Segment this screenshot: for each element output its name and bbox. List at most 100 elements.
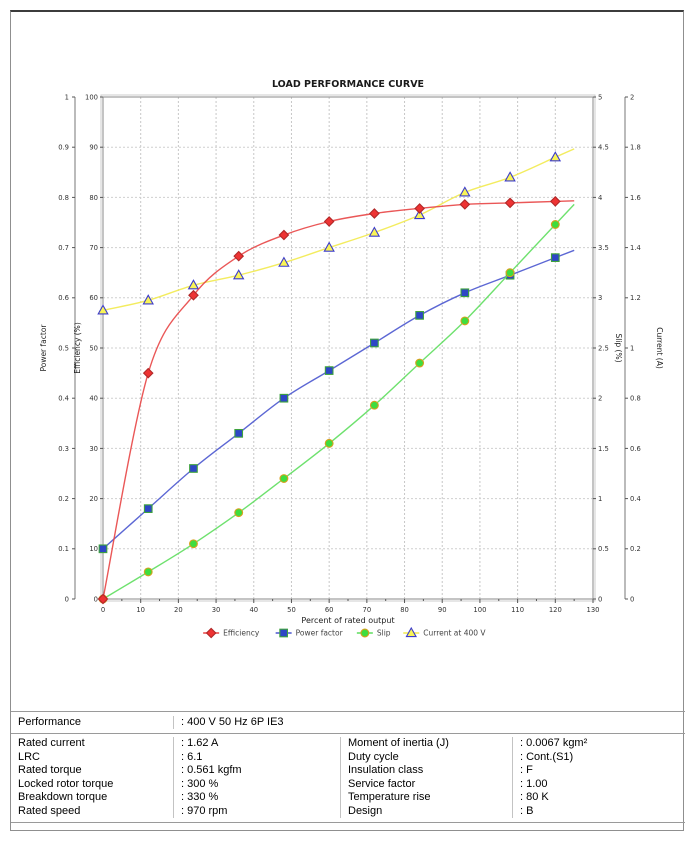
table-label: Insulation class: [340, 764, 512, 778]
table-label: Rated speed: [18, 804, 81, 817]
axis-tick-label: 30: [89, 445, 98, 453]
axis-tick-label: 4.5: [598, 144, 609, 152]
triangle-marker: [413, 208, 426, 220]
axis-tick-label: 3: [598, 294, 602, 302]
axis-tick-label: 0.4: [58, 395, 69, 403]
table-value: : 1.00: [512, 777, 685, 791]
axis-tick-label: 0: [630, 595, 634, 603]
table-row-performance: Performance : 400 V 50 Hz 6P IE3: [11, 711, 685, 734]
square-marker: [98, 544, 108, 554]
circle-marker: [234, 508, 244, 518]
table-label: Breakdown torque: [18, 791, 108, 803]
table-value: : 6.1: [173, 750, 340, 764]
square-marker: [460, 288, 470, 298]
table-value: : 330 %: [173, 791, 340, 805]
table-label: Moment of inertia (J): [340, 737, 512, 751]
table-label: LRC: [18, 750, 41, 763]
axis-tick-label: 0.6: [630, 445, 641, 453]
legend-label: Current at 400 V: [423, 629, 486, 638]
axis-tick-label: 0.9: [58, 144, 69, 152]
axis-tick-label: 0.5: [598, 545, 609, 553]
series-efficiency: [97, 196, 575, 605]
triangle-marker: [278, 256, 290, 267]
square-marker: [234, 428, 244, 438]
axis-tick-label: 3.5: [598, 244, 609, 252]
axis-tick-label: 0.8: [630, 395, 641, 403]
axis-tick-label: 10: [89, 545, 98, 553]
triangle-marker: [323, 241, 335, 252]
table-label: Rated torque: [18, 764, 82, 776]
performance-value: : 400 V 50 Hz 6P IE3: [173, 715, 512, 730]
circle-marker: [369, 400, 379, 410]
axis-title: Efficiency (%): [73, 322, 82, 374]
axis-tick-label: 0.4: [630, 495, 641, 503]
axis-tick-label: 20: [174, 606, 183, 614]
series-line: [102, 203, 575, 600]
diamond-marker: [414, 203, 425, 214]
performance-label: Performance: [18, 715, 81, 728]
circle-marker: [189, 539, 198, 549]
axis-tick-label: 1.8: [630, 144, 641, 152]
triangle-marker: [97, 304, 109, 315]
axis-tick-label: 1.4: [630, 244, 641, 252]
triangle-marker: [142, 294, 154, 305]
circle-marker: [415, 358, 425, 368]
grid: [103, 97, 593, 599]
table-body: Rated current: 1.62 A Moment of inertia (…: [11, 734, 685, 823]
axis-tick-label: 130: [587, 606, 600, 614]
table-label: Service factor: [340, 777, 512, 791]
circle-marker: [505, 268, 515, 278]
triangle-marker: [232, 269, 245, 280]
axis-tick-label: 0.8: [58, 194, 69, 202]
table-label: Temperature rise: [340, 791, 512, 805]
axis-tick-label: 2: [630, 93, 634, 101]
triangle-marker: [459, 186, 471, 197]
diamond-marker: [142, 367, 154, 379]
axis-tick-label: 60: [89, 294, 98, 302]
circle-marker: [324, 438, 334, 448]
diamond-marker: [205, 627, 217, 639]
axis-tick-label: 0: [65, 595, 69, 603]
series-line: [102, 200, 575, 600]
current-axis: 0 0.2 0.4 0.6 0.8 1 1.2 1.4 1.6 1.8 2 Current (A): [624, 93, 664, 603]
diamond-marker: [459, 199, 471, 210]
table-value: : 970 rpm: [173, 804, 340, 818]
axis-tick-label: 1.5: [598, 445, 609, 453]
axis-tick-label: 120: [549, 606, 562, 614]
axis-tick-label: 80: [400, 606, 409, 614]
circle-marker: [360, 628, 370, 638]
table-value: : B: [512, 804, 685, 818]
triangle-marker: [504, 171, 516, 182]
power-factor-axis: 0 0.1 0.2 0.3 0.4 0.5 0.6 0.7 0.8 0.9 1 Power facto…: [39, 93, 76, 603]
axis-tick-label: 5: [598, 93, 602, 101]
diamond-marker: [369, 208, 380, 219]
axis-tick-label: 0.5: [58, 344, 69, 352]
x-axis: 0 10 20 30 40 50 60 70 80 90 100 110 120 130 Percent o…: [101, 599, 600, 625]
legend-label: Slip: [377, 629, 391, 638]
axis-tick-label: 4: [598, 194, 602, 202]
axis-tick-label: 90: [89, 144, 98, 152]
axis-tick-label: 20: [89, 495, 98, 503]
axis-title: Slip (%): [614, 333, 623, 362]
axis-tick-label: 2: [598, 395, 602, 403]
table-value: : 300 %: [173, 777, 340, 791]
square-marker: [279, 628, 289, 638]
triangle-marker: [405, 626, 417, 638]
axis-tick-label: 0: [598, 595, 602, 603]
triangle-marker: [368, 226, 381, 237]
axis-tick-label: 1.6: [630, 194, 641, 202]
axis-tick-label: 110: [511, 606, 524, 614]
circle-marker: [279, 474, 289, 483]
series-line: [102, 148, 575, 312]
series-current-at-400-v: [97, 148, 575, 315]
diamond-marker: [233, 250, 245, 262]
square-marker: [415, 311, 424, 320]
axis-tick-label: 0.6: [58, 294, 69, 302]
axis-title: Power factor: [39, 324, 48, 372]
square-marker: [370, 338, 379, 348]
axis-tick-label: 2.5: [598, 344, 609, 352]
axis-tick-label: 0.3: [58, 445, 69, 453]
chart-legend: Efficiency Power factor Slip Current at 400…: [203, 626, 486, 639]
axis-tick-label: 1: [65, 93, 69, 101]
